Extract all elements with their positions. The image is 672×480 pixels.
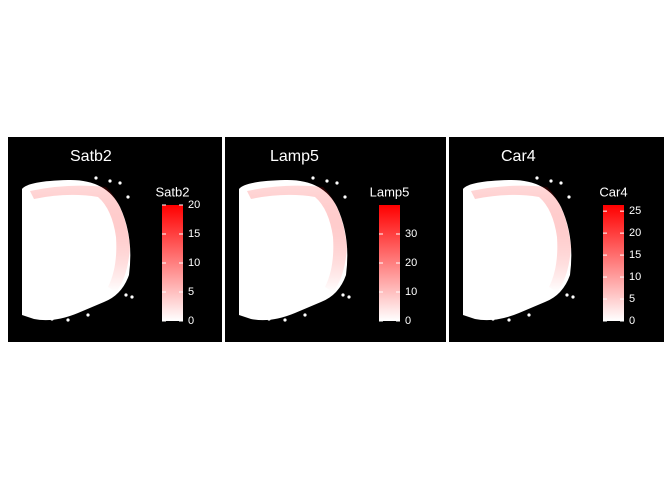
colorbar-tick-label: 10	[188, 257, 200, 269]
panel: Car4 Car4 0 5 10 15 20 25	[449, 137, 664, 342]
tissue-speck	[341, 293, 345, 297]
tissue-speck	[130, 295, 134, 299]
colorbar-tick-label: 15	[629, 249, 641, 261]
tissue-speck	[40, 311, 44, 315]
tissue-speck	[126, 195, 130, 199]
tissue-expression	[30, 185, 130, 292]
tissue	[463, 179, 572, 321]
colorbar-tick-label: 0	[188, 315, 194, 327]
tissue-speck	[303, 313, 307, 317]
colorbar-tick-label: 30	[405, 228, 417, 240]
tissue-speck	[491, 317, 495, 321]
tissue	[239, 179, 348, 321]
colorbar	[162, 205, 183, 321]
tissue-speck	[108, 179, 112, 183]
tissue-speck	[124, 293, 128, 297]
colorbar-tick-label: 20	[405, 257, 417, 269]
colorbar-tick-label: 20	[188, 199, 200, 211]
colorbar-tick-label: 5	[188, 286, 194, 298]
colorbar	[379, 205, 400, 321]
legend-title: Car4	[599, 184, 627, 199]
tissue-speck	[559, 181, 563, 185]
tissue-speck	[325, 179, 329, 183]
tissue-speck	[118, 181, 122, 185]
tissue-speck	[50, 317, 54, 321]
legend-title: Satb2	[156, 184, 190, 199]
panel: Lamp5 Lamp5 0 10 20 30	[225, 137, 446, 342]
tissue-speck	[565, 293, 569, 297]
tissue-speck	[86, 313, 90, 317]
tissue-expression	[247, 185, 347, 292]
panel-title: Satb2	[70, 148, 112, 165]
tissue-speck	[507, 318, 511, 322]
tissue-speck	[481, 311, 485, 315]
colorbar	[603, 205, 624, 321]
tissue-speck	[66, 318, 70, 322]
colorbar-tick-label: 15	[188, 228, 200, 240]
tissue-speck	[283, 318, 287, 322]
tissue-speck	[549, 179, 553, 183]
colorbar-tick-label: 0	[629, 315, 635, 327]
colorbar-tick-label: 0	[405, 315, 411, 327]
tissue	[22, 179, 131, 321]
legend-title: Lamp5	[370, 184, 410, 199]
colorbar-tick-label: 20	[629, 227, 641, 239]
panel: Satb2 Satb2 0 5 10 15 20	[8, 137, 222, 342]
colorbar-tick-label: 10	[405, 286, 417, 298]
tissue-speck	[335, 181, 339, 185]
tissue-speck	[571, 295, 575, 299]
tissue-speck	[343, 195, 347, 199]
tissue-speck	[535, 176, 539, 180]
tissue-speck	[567, 195, 571, 199]
tissue-speck	[311, 176, 315, 180]
panel-title: Car4	[501, 148, 536, 165]
tissue-speck	[267, 317, 271, 321]
panel-title: Lamp5	[270, 148, 319, 165]
tissue-speck	[257, 311, 261, 315]
tissue-speck	[94, 176, 98, 180]
colorbar-tick-label: 25	[629, 205, 641, 217]
tissue-speck	[527, 313, 531, 317]
colorbar-tick-label: 10	[629, 271, 641, 283]
tissue-speck	[347, 295, 351, 299]
tissue-expression	[471, 185, 571, 292]
colorbar-tick-label: 5	[629, 293, 635, 305]
